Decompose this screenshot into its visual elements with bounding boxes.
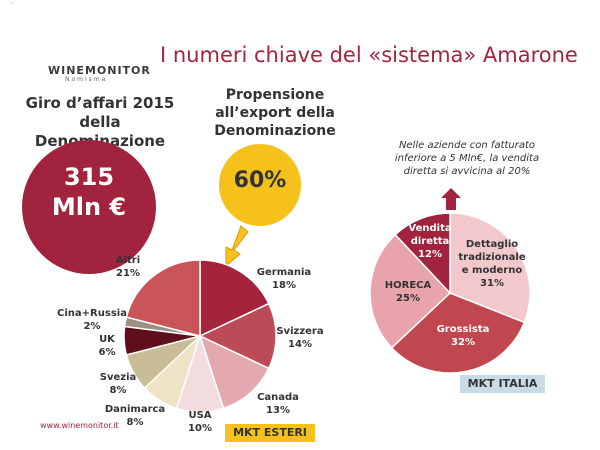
label-vendita-line1: Vendita — [408, 223, 452, 234]
label-grossista: Grossista 32% — [428, 323, 498, 349]
label-uk-value: 6% — [98, 347, 116, 358]
label-danimarca-name: Danimarca — [104, 404, 166, 415]
pie-esteri-slice-svizzera — [198, 302, 277, 370]
label-dettaglio-line2: tradizionale — [458, 252, 526, 263]
label-usa: USA 10% — [180, 409, 220, 435]
label-horeca-value: 25% — [396, 293, 420, 304]
mkt-esteri-tag: MKT ESTERI — [225, 424, 315, 442]
label-altri-name: Altri — [115, 255, 141, 266]
pie-italia-slice-vendita-diretta — [394, 212, 451, 295]
label-dettaglio-line3: e moderno — [461, 265, 523, 276]
export-heading-line2: all’export della — [215, 105, 335, 121]
label-vendita-value: 12% — [418, 249, 442, 260]
giro-circle — [22, 140, 156, 274]
label-horeca: HORECA 25% — [380, 279, 436, 305]
label-horeca-name: HORECA — [384, 280, 432, 291]
label-canada-value: 13% — [266, 405, 290, 416]
label-cina-russia-name: Cina+Russia — [57, 308, 127, 319]
giro-heading-line1: Giro d’affari 2015 — [25, 94, 175, 112]
label-dettaglio-value: 31% — [480, 278, 504, 289]
note-line1: Nelle aziende con fatturato — [398, 140, 536, 151]
label-svizzera: Svizzera 14% — [268, 325, 332, 351]
pie-italia-slice-grossista — [390, 292, 526, 374]
label-germania: Germania 18% — [244, 266, 324, 292]
label-usa-name: USA — [188, 410, 212, 421]
note-line2: inferiore a 5 Mln€, la vendita — [394, 153, 540, 164]
label-altri-value: 21% — [116, 268, 140, 279]
export-heading-line3: Denominazione — [214, 123, 336, 139]
label-svezia-value: 8% — [109, 385, 127, 396]
label-danimarca: Danimarca 8% — [100, 403, 170, 429]
label-vendita-line2: diretta — [410, 236, 450, 247]
label-dettaglio: Dettaglio tradizionale e moderno 31% — [452, 238, 532, 290]
label-grossista-name: Grossista — [436, 324, 490, 335]
website-link[interactable]: www.winemonitor.it — [40, 421, 119, 430]
label-germania-value: 18% — [272, 280, 296, 291]
note-line3: diretta si avvicina al 20% — [403, 166, 531, 177]
label-danimarca-value: 8% — [126, 417, 144, 428]
label-vendita-diretta: Vendita diretta 12% — [405, 222, 455, 261]
label-grossista-value: 32% — [451, 337, 475, 348]
winemonitor-logo-icon — [10, 2, 13, 4]
giro-value-unit: Mln € — [51, 193, 127, 221]
label-altri: Altri 21% — [98, 254, 158, 280]
label-canada: Canada 13% — [248, 391, 308, 417]
label-dettaglio-line1: Dettaglio — [465, 239, 519, 250]
label-svizzera-value: 14% — [288, 339, 312, 350]
export-value: 60% — [233, 168, 287, 193]
mkt-italia-tag: MKT ITALIA — [460, 375, 545, 393]
label-svezia: Svezia 8% — [90, 371, 146, 397]
label-usa-value: 10% — [188, 423, 212, 434]
pie-esteri-slice-altri — [125, 259, 201, 337]
direct-sales-note: Nelle aziende con fatturato inferiore a … — [372, 139, 562, 178]
label-uk-name: UK — [99, 334, 115, 345]
label-cina-russia: Cina+Russia 2% — [50, 307, 134, 333]
label-cina-russia-value: 2% — [83, 321, 101, 332]
export-circle — [219, 144, 301, 226]
label-uk: UK 6% — [92, 333, 122, 359]
label-svizzera-name: Svizzera — [276, 326, 324, 337]
label-canada-name: Canada — [257, 392, 299, 403]
pie-esteri-slice-canada — [198, 334, 270, 410]
page-title: I numeri chiave del «sistema» Amarone — [160, 43, 578, 67]
logo-wordmark: WINEMONITOR — [48, 64, 151, 77]
pie-esteri-slice-germania — [199, 259, 270, 338]
export-heading: Propensione all’export della Denominazio… — [205, 86, 345, 140]
export-heading-line1: Propensione — [225, 87, 325, 103]
logo-subtitle: Nomisma — [65, 76, 108, 83]
label-svezia-name: Svezia — [99, 372, 137, 383]
label-germania-name: Germania — [256, 267, 312, 278]
pie-italia-slice-horeca — [369, 233, 452, 349]
pie-italia-slice-dettaglio-tradizionale-e-moderno — [449, 212, 531, 324]
giro-value-number: 315 — [63, 163, 115, 191]
